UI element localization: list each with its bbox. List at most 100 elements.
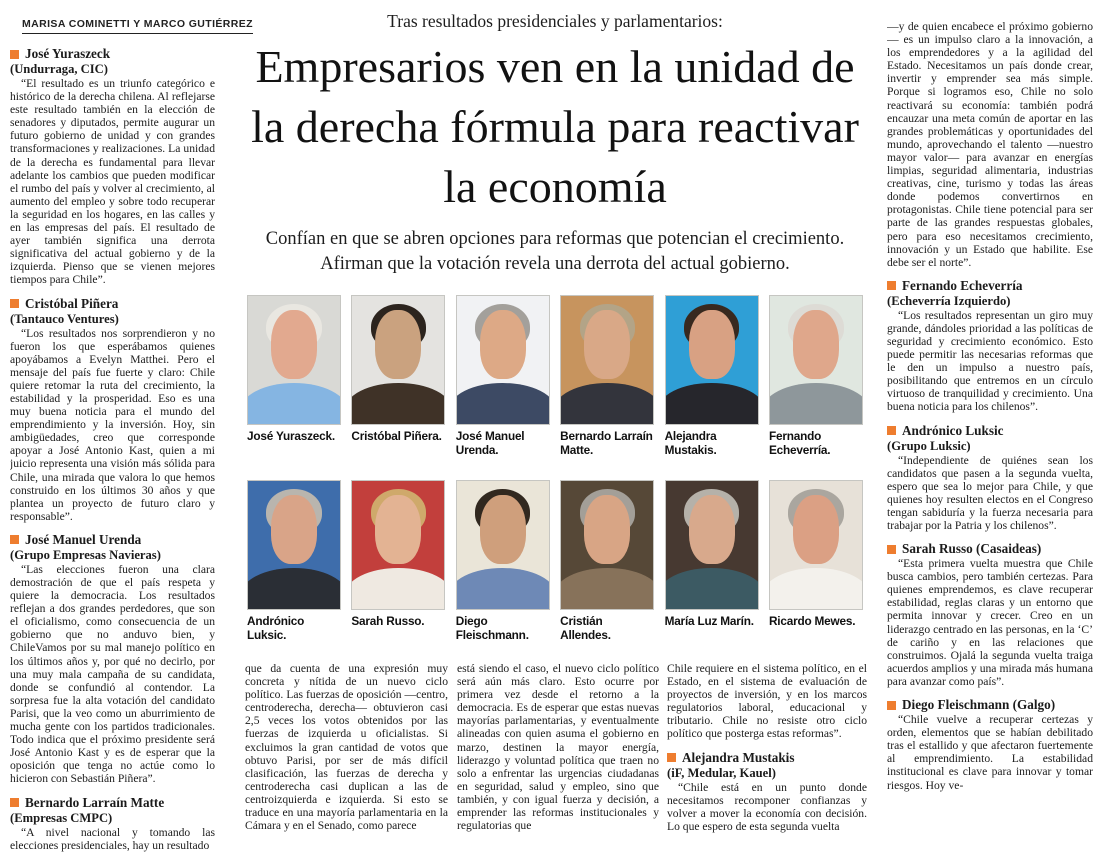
photo-cell: Sarah Russo. (351, 480, 446, 642)
photo-cell: Alejandra Mustakis. (664, 295, 759, 457)
quote-section: Andrónico Luksic (Grupo Luksic) “Indepen… (887, 423, 1093, 533)
person-org: (Echeverría Izquierdo) (887, 293, 1011, 308)
headshot-photo (351, 295, 446, 425)
photo-cell: Fernando Echeverría. (768, 295, 863, 457)
left-column: José Yuraszeck (Undurraga, CIC) “El resu… (10, 46, 215, 853)
shoulders-shape (248, 383, 340, 424)
photo-caption: Fernando Echeverría. (768, 429, 831, 457)
photo-caption: Cristóbal Piñera. (351, 429, 442, 443)
photo-caption: Ricardo Mewes. (768, 614, 856, 628)
shoulders-shape (352, 568, 445, 609)
photo-caption: Sarah Russo. (351, 614, 425, 628)
shoulders-shape (665, 383, 758, 424)
person-name: Andrónico Luksic (902, 422, 1004, 438)
orange-square-icon (10, 299, 19, 308)
photo-cell: Bernardo Larraín Matte. (560, 295, 655, 457)
person-name: Alejandra Mustakis (682, 749, 795, 765)
orange-square-icon (10, 798, 19, 807)
quote-section: Sarah Russo (Casaideas) “Esta primera vu… (887, 541, 1093, 688)
shoulders-shape (769, 568, 862, 609)
face-shape (375, 310, 422, 380)
right-column: —y de quien encabece el próximo gobierno… (887, 20, 1093, 853)
quote-section: Diego Fleischmann (Galgo) “Chile vuelve … (887, 697, 1093, 792)
photo-caption: Diego Fleischmann. (455, 614, 529, 642)
person-name: Fernando Echeverría (902, 277, 1023, 293)
headshot-photo (455, 480, 550, 610)
quote-text: “Las elecciones fueron una clara demostr… (10, 562, 215, 786)
person-name: José Manuel Urenda (25, 531, 142, 547)
orange-square-icon (887, 426, 896, 436)
person-name: Cristóbal Piñera (25, 295, 119, 311)
quote-text: “Independiente de quiénes sean los candi… (887, 453, 1093, 532)
orange-square-icon (10, 535, 19, 545)
orange-square-icon (10, 49, 19, 59)
bottom-column-1: que da cuenta de una expresión muy concr… (245, 662, 448, 853)
article-continuation: —y de quien encabece el próximo gobierno… (887, 20, 1093, 269)
bottom-column-2: está siendo el caso, el nuevo ciclo polí… (457, 662, 659, 853)
quote-text: “Chile vuelve a recuperar certezas y ord… (887, 713, 1093, 792)
person-org: (iF, Medular, Kauel) (667, 765, 776, 780)
photo-cell: José Yuraszeck. (247, 295, 341, 457)
person-org: (Tantauco Ventures) (10, 311, 119, 326)
section-header: José Manuel Urenda (10, 532, 215, 548)
person-name: Diego Fleischmann (Galgo) (902, 697, 1056, 713)
shoulders-shape (561, 383, 654, 424)
headline-zone: Tras resultados presidenciales y parlame… (243, 10, 867, 276)
shoulders-shape (561, 568, 654, 609)
person-org: (Undurraga, CIC) (10, 62, 108, 76)
face-shape (688, 495, 735, 565)
photo-cell: Cristóbal Piñera. (351, 295, 446, 457)
face-shape (271, 310, 317, 380)
face-shape (792, 495, 839, 565)
section-header: Alejandra Mustakis (667, 750, 867, 766)
face-shape (584, 495, 631, 565)
person-org: (Grupo Empresas Navieras) (10, 547, 161, 562)
headshot-photo (664, 295, 759, 425)
photo-row-1: José Yuraszeck. Cristóbal Piñera. José M… (247, 295, 863, 457)
quote-text: “Esta primera vuelta muestra que Chile b… (887, 557, 1093, 688)
orange-square-icon (887, 281, 896, 291)
shoulders-shape (769, 383, 862, 424)
bottom-column-3: Chile requiere en el sistema político, e… (667, 662, 867, 853)
headshot-photo (768, 480, 863, 610)
person-name: José Yuraszeck (25, 46, 111, 61)
quote-section: Alejandra Mustakis (iF, Medular, Kauel) … (667, 750, 867, 833)
quote-section: José Manuel Urenda (Grupo Empresas Navie… (10, 532, 215, 786)
face-shape (792, 310, 839, 380)
orange-square-icon (667, 753, 676, 763)
face-shape (479, 495, 526, 565)
photo-caption: María Luz Marín. (664, 614, 754, 628)
quote-text: “Los resultados nos sorprendieron y no f… (10, 326, 215, 523)
headshot-photo (455, 295, 550, 425)
photo-caption: José Manuel Urenda. (455, 429, 525, 457)
photo-cell: José Manuel Urenda. (455, 295, 550, 457)
photo-caption: José Yuraszeck. (247, 429, 335, 443)
page-title: Empresarios ven en la unidad de la derec… (251, 41, 859, 212)
photo-cell: Diego Fleischmann. (455, 480, 550, 642)
quote-section: Cristóbal Piñera (Tantauco Ventures) “Lo… (10, 296, 215, 523)
photo-cell: Ricardo Mewes. (768, 480, 863, 642)
section-header: Fernando Echeverría (887, 278, 1093, 294)
orange-square-icon (887, 700, 896, 710)
face-shape (375, 495, 422, 565)
photo-row-2: Andrónico Luksic. Sarah Russo. Diego Fle… (247, 480, 863, 642)
quote-section: José Yuraszeck (Undurraga, CIC) “El resu… (10, 46, 215, 287)
section-header: Sarah Russo (Casaideas) (887, 541, 1093, 557)
person-org: (Grupo Luksic) (887, 438, 971, 453)
headshot-photo (664, 480, 759, 610)
deck: Confían en que se abren opciones para re… (265, 229, 845, 274)
shoulders-shape (248, 568, 340, 609)
headshot-photo (560, 480, 655, 610)
section-header: Andrónico Luksic (887, 423, 1093, 439)
quote-text: “A nivel nacional y tomando las eleccion… (10, 825, 215, 852)
photo-cell: María Luz Marín. (664, 480, 759, 642)
headshot-photo (560, 295, 655, 425)
shoulders-shape (352, 383, 445, 424)
face-shape (688, 310, 735, 380)
photo-caption: Andrónico Luksic. (247, 614, 305, 642)
photo-caption: Bernardo Larraín Matte. (560, 429, 653, 457)
face-shape (271, 495, 317, 565)
article-continuation: está siendo el caso, el nuevo ciclo polí… (457, 662, 659, 833)
person-name: Sarah Russo (Casaideas) (902, 541, 1042, 557)
photo-caption: Cristián Allendes. (560, 614, 611, 642)
